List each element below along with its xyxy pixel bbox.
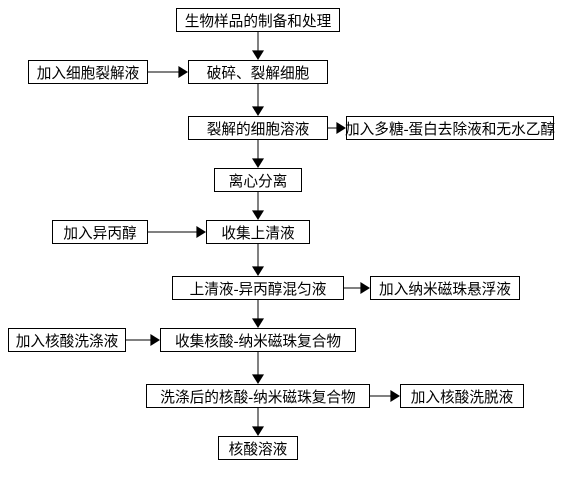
flow-node-n7: 收集核酸-纳米磁珠复合物 (160, 328, 356, 352)
flow-node-n8: 洗涤后的核酸-纳米磁珠复合物 (146, 384, 370, 408)
flow-node-n4: 离心分离 (214, 168, 302, 192)
flow-node-n9: 核酸溶液 (218, 436, 298, 460)
flow-node-n1: 生物样品的制备和处理 (176, 8, 340, 32)
flow-node-s6: 加入核酸洗脱液 (400, 384, 524, 408)
flowchart-canvas: 生物样品的制备和处理破碎、裂解细胞 加入细胞裂解液裂解的细胞溶液加入多糖-蛋白去除… (0, 0, 563, 500)
flow-node-s4: 加入纳米磁珠悬浮液 (370, 276, 520, 300)
flow-node-s3: 加入异丙醇 (52, 220, 148, 244)
flow-node-n5: 收集上清液 (206, 220, 310, 244)
flow-node-s2: 加入多糖-蛋白去除液和无水乙醇 (346, 116, 554, 140)
flow-node-s1: 加入细胞裂解液 (28, 60, 148, 84)
flow-node-s5: 加入核酸洗涤液 (8, 328, 126, 352)
flow-node-n3: 裂解的细胞溶液 (188, 116, 328, 140)
flow-node-n6: 上清液-异丙醇混匀液 (172, 276, 344, 300)
flow-node-n2: 破碎、裂解细胞 (188, 60, 328, 84)
